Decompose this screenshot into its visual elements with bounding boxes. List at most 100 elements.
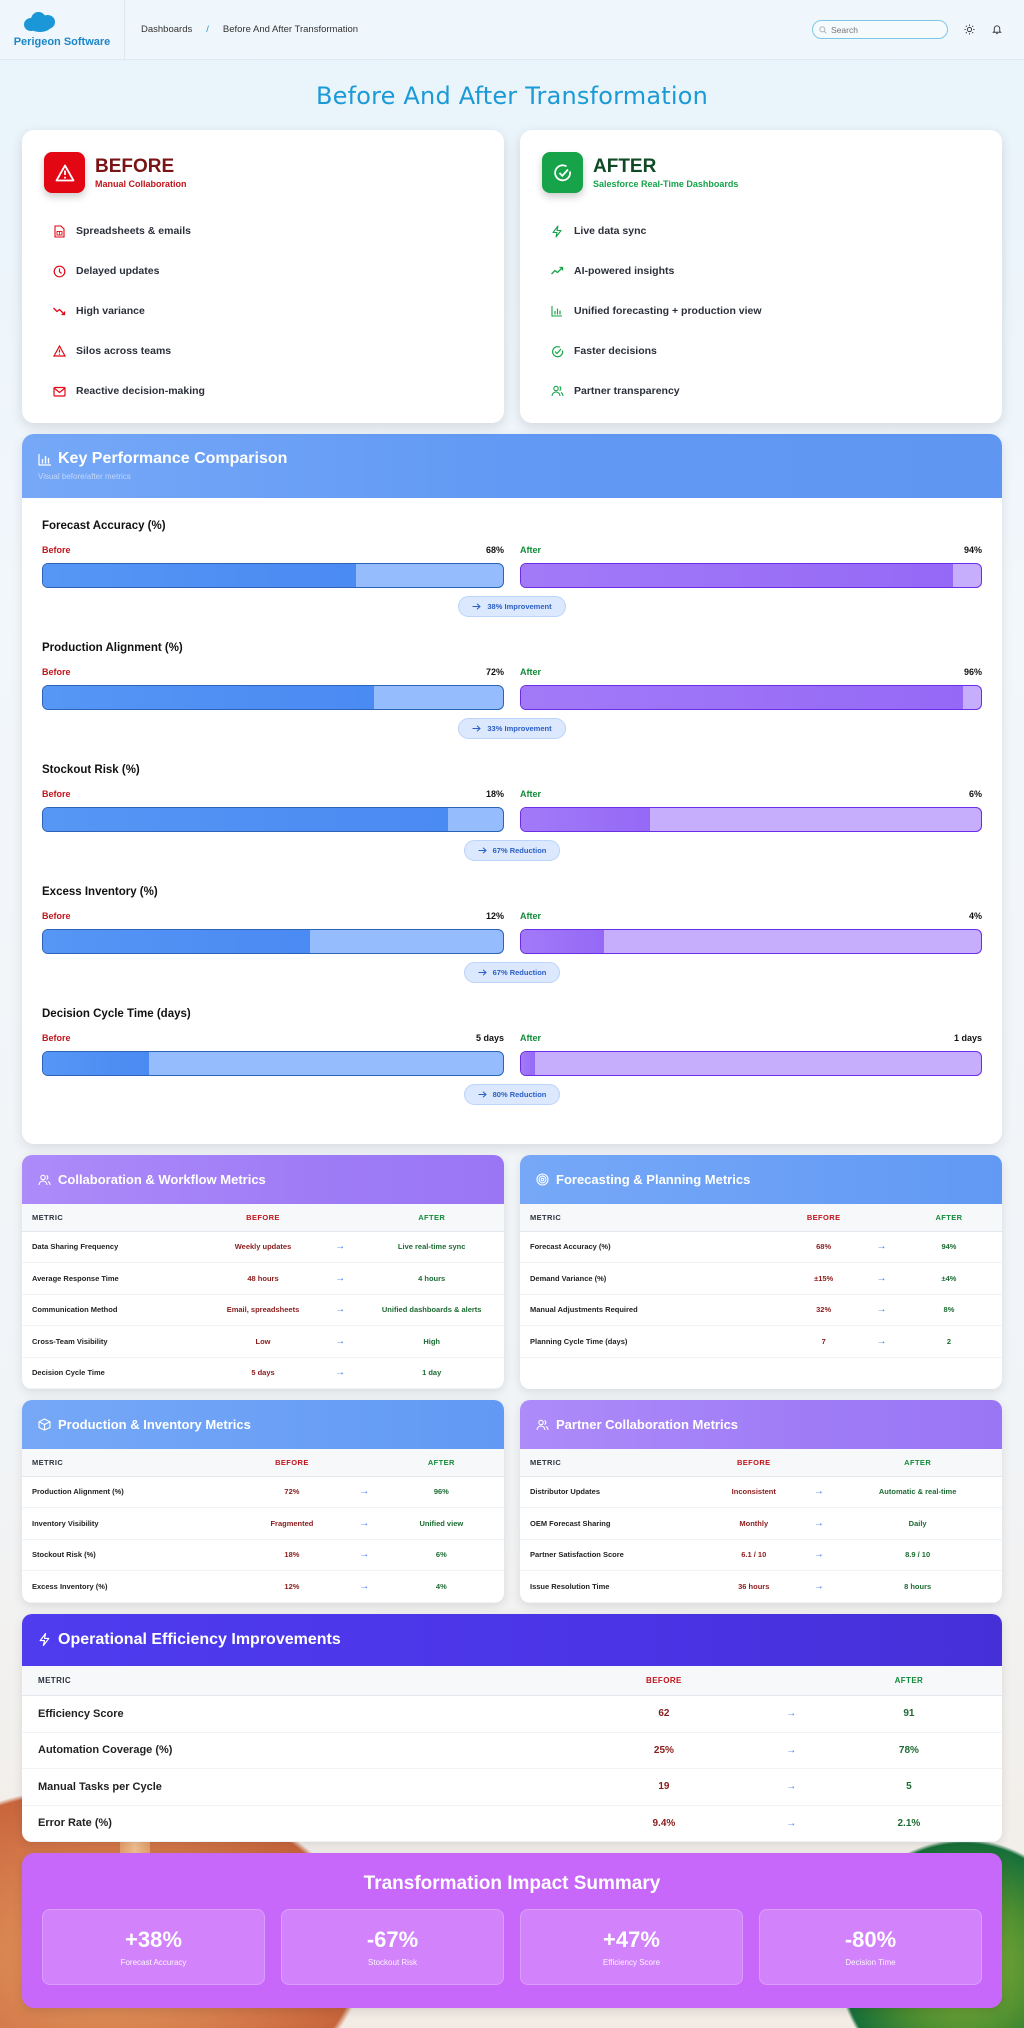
before-item: Reactive decision-making	[44, 371, 482, 411]
brand[interactable]: Perigeon Software	[0, 0, 125, 60]
kpi-metric-name: Stockout Risk (%)	[42, 764, 140, 776]
theme-toggle-button[interactable]	[962, 23, 976, 37]
arrow-right-icon: →	[766, 1695, 816, 1733]
metric-cell: Decision Cycle Time	[22, 1357, 206, 1389]
notifications-button[interactable]	[990, 23, 1004, 37]
mail-icon	[52, 384, 66, 398]
after-item: Unified forecasting + production view	[542, 291, 980, 331]
table-row: Cross-Team Visibility Low → High	[22, 1325, 504, 1358]
before-cell: 72%	[234, 1476, 350, 1508]
col-before: BEFORE	[780, 1204, 868, 1232]
clock-icon	[52, 264, 66, 278]
metric-cell: Error Rate (%)	[22, 1805, 561, 1842]
before-value: 5 days	[475, 1033, 504, 1043]
brand-name: Perigeon Software	[13, 35, 111, 48]
before-cell: 36 hours	[703, 1570, 805, 1603]
before-item-label: Spreadsheets & emails	[76, 225, 191, 237]
metric-cell: Forecast Accuracy (%)	[520, 1231, 781, 1263]
before-label: Before	[42, 667, 71, 677]
arrow-right-icon	[472, 603, 482, 610]
before-bar	[42, 563, 504, 588]
kpi-after-column: After 1 days	[520, 1033, 982, 1076]
spreadsheet-icon	[52, 224, 66, 238]
production-metrics-card: Production & Inventory Metrics METRIC BE…	[22, 1400, 504, 1603]
kpi-after-column: After 94%	[520, 545, 982, 588]
summary-tile-forecast: +38% Forecast Accuracy	[42, 1909, 265, 1985]
col-metric: METRIC	[22, 1204, 206, 1232]
after-cell: 5	[815, 1768, 1002, 1806]
kpi-header: Key Performance Comparison Visual before…	[22, 434, 1002, 498]
before-bar-fill	[43, 808, 448, 831]
bar-chart-icon	[550, 304, 564, 318]
before-item-label: Delayed updates	[76, 265, 160, 277]
check-circle-icon	[550, 344, 564, 358]
metric-cell: Demand Variance (%)	[520, 1262, 781, 1295]
before-cell: 7	[780, 1325, 868, 1358]
check-circle-icon	[553, 163, 571, 181]
metric-cell: OEM Forecast Sharing	[520, 1507, 704, 1540]
warning-icon	[52, 344, 66, 358]
table-header-row: METRIC BEFORE AFTER	[520, 1204, 1002, 1232]
table-row: Stockout Risk (%) 18% → 6%	[22, 1539, 504, 1571]
before-cell: 68%	[780, 1231, 868, 1263]
after-value: 6%	[968, 789, 982, 799]
arrow-right-icon: →	[766, 1768, 816, 1806]
summary-value: -80%	[844, 1927, 897, 1952]
bell-icon	[992, 25, 1002, 35]
before-label: Before	[42, 545, 71, 555]
after-cell: Live real-time sync	[359, 1231, 504, 1263]
after-cell: ±4%	[895, 1262, 1002, 1295]
metric-cell: Communication Method	[22, 1294, 206, 1326]
metrics-row-1: Collaboration & Workflow Metrics METRIC …	[22, 1155, 1002, 1389]
table-row: Decision Cycle Time 5 days → 1 day	[22, 1357, 504, 1389]
kpi-before-column: Before 68%	[42, 545, 504, 588]
col-arrow	[804, 1449, 834, 1477]
arrow-right-icon	[478, 847, 487, 854]
before-bar	[42, 1051, 504, 1076]
partner-title: Partner Collaboration Metrics	[556, 1417, 739, 1432]
after-label: After	[520, 545, 542, 555]
trending-up-icon	[550, 264, 564, 278]
search-box[interactable]	[812, 20, 948, 39]
before-cell: 19	[561, 1768, 767, 1806]
users-icon	[536, 1419, 549, 1430]
col-arrow	[766, 1665, 816, 1696]
after-cell: Automatic & real-time	[833, 1476, 1002, 1508]
arrow-right-icon: →	[867, 1262, 896, 1295]
search-input[interactable]	[831, 24, 931, 35]
before-cell: 32%	[780, 1294, 868, 1326]
kpi-metric-name: Decision Cycle Time (days)	[42, 1008, 191, 1020]
before-title: BEFORE	[95, 155, 175, 177]
after-value: 94%	[963, 545, 982, 555]
col-after: AFTER	[815, 1665, 1002, 1696]
breadcrumb-dashboards[interactable]: Dashboards	[141, 24, 193, 35]
table-row: Demand Variance (%) ±15% → ±4%	[520, 1262, 1002, 1295]
before-item-label: Reactive decision-making	[76, 385, 205, 397]
arrow-right-icon: →	[766, 1732, 816, 1769]
after-label: After	[520, 1033, 542, 1043]
change-badge: 80% Reduction	[463, 1084, 561, 1105]
arrow-right-icon: →	[867, 1294, 896, 1326]
after-card: AFTER Salesforce Real-Time Dashboards Li…	[520, 130, 1002, 423]
col-before: BEFORE	[561, 1665, 767, 1696]
efficiency-header: Operational Efficiency Improvements	[22, 1613, 1002, 1666]
summary-value: +47%	[603, 1927, 660, 1952]
arrow-right-icon: →	[320, 1325, 360, 1358]
change-text: 38% Improvement	[487, 602, 552, 611]
forecasting-metrics-card: Forecasting & Planning Metrics METRIC BE…	[520, 1155, 1002, 1389]
after-bar	[520, 807, 982, 832]
after-bar	[520, 929, 982, 954]
summary-tile-efficiency: +47% Efficiency Score	[520, 1909, 743, 1985]
breadcrumb-current: Before And After Transformation	[222, 24, 359, 35]
after-bar-fill	[521, 686, 963, 709]
before-cell: 6.1 / 10	[703, 1539, 805, 1571]
after-cell: 4 hours	[359, 1262, 504, 1295]
after-value: 96%	[963, 667, 982, 677]
table-row: OEM Forecast Sharing Monthly → Daily	[520, 1507, 1002, 1540]
after-bar	[520, 1051, 982, 1076]
col-arrow	[349, 1449, 379, 1477]
after-bar	[520, 563, 982, 588]
before-cell: ±15%	[780, 1262, 868, 1295]
arrow-right-icon: →	[804, 1570, 834, 1603]
arrow-right-icon: →	[766, 1805, 816, 1842]
